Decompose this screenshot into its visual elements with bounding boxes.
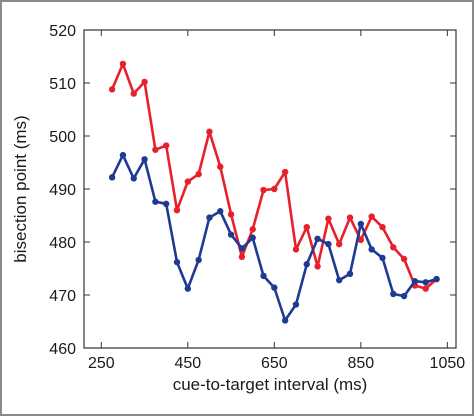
data-point	[152, 146, 159, 153]
data-point	[422, 279, 429, 286]
data-point	[130, 175, 137, 182]
data-point	[368, 213, 375, 220]
x-tick-label: 850	[347, 355, 374, 372]
x-tick-label: 450	[174, 355, 201, 372]
data-point	[292, 301, 300, 308]
x-tick-labels: 250 450 650 850 1050	[88, 355, 465, 372]
data-point	[162, 200, 170, 208]
data-point	[379, 254, 386, 262]
data-point	[260, 272, 267, 280]
data-point	[325, 240, 332, 248]
data-point	[281, 317, 289, 324]
data-point	[227, 211, 235, 218]
data-point	[281, 168, 289, 176]
data-point	[173, 207, 181, 214]
data-point	[206, 128, 213, 135]
data-point	[346, 214, 354, 221]
data-point	[357, 220, 365, 228]
data-point	[368, 246, 375, 253]
data-point	[400, 292, 408, 300]
data-point	[119, 60, 127, 68]
data-point	[379, 223, 386, 231]
data-point	[141, 78, 148, 86]
y-tick-label: 460	[49, 341, 76, 358]
x-tick-label: 1050	[430, 355, 466, 372]
data-point	[400, 255, 408, 263]
data-point	[173, 258, 181, 266]
data-point	[390, 290, 397, 298]
data-point	[238, 253, 246, 261]
data-point	[314, 235, 321, 243]
data-point	[325, 215, 332, 222]
y-tick-labels: 460 470 480 490 500 510 520	[49, 23, 76, 358]
data-point	[422, 285, 429, 292]
data-point	[130, 90, 137, 97]
y-tick-label: 510	[49, 76, 76, 93]
data-point	[390, 244, 397, 251]
data-point	[303, 223, 310, 231]
axis-ticks	[84, 29, 456, 349]
data-point	[217, 208, 224, 215]
series-1	[108, 60, 440, 292]
data-point	[336, 276, 343, 284]
data-point	[249, 226, 256, 233]
data-point	[227, 231, 235, 238]
data-point	[238, 245, 246, 252]
data-point	[249, 234, 256, 241]
data-point	[271, 185, 278, 193]
data-point	[108, 86, 116, 93]
data-point	[195, 170, 202, 178]
data-point	[217, 163, 224, 170]
data-point	[433, 275, 440, 283]
data-point	[152, 198, 159, 205]
data-point	[292, 246, 300, 253]
data-point	[184, 178, 192, 185]
y-tick-label: 480	[49, 235, 76, 252]
data-point	[271, 284, 278, 291]
data-point	[206, 214, 213, 221]
data-point	[346, 270, 354, 277]
data-point	[119, 151, 127, 159]
data-point	[336, 240, 343, 248]
y-tick-label: 470	[49, 288, 76, 305]
bisection-chart: 250 450 650 850 1050 460 470 480 490 500 510 520 c…	[11, 23, 465, 394]
series-layer	[108, 60, 440, 324]
y-axis-label: bisection point (ms)	[11, 115, 30, 262]
y-tick-label: 520	[49, 23, 76, 40]
data-point	[303, 261, 310, 268]
x-tick-label: 250	[88, 355, 115, 372]
data-point	[141, 156, 148, 163]
x-tick-label: 650	[261, 355, 288, 372]
series-2	[108, 151, 440, 324]
data-point	[195, 256, 202, 264]
x-axis-label: cue-to-target interval (ms)	[173, 375, 368, 394]
data-point	[314, 263, 321, 270]
data-point	[108, 174, 116, 181]
data-point	[184, 285, 192, 292]
data-point	[162, 142, 170, 149]
data-point	[411, 278, 419, 285]
y-tick-label: 490	[49, 182, 76, 199]
data-point	[357, 236, 365, 244]
y-tick-label: 500	[49, 129, 76, 146]
data-point	[260, 186, 267, 194]
